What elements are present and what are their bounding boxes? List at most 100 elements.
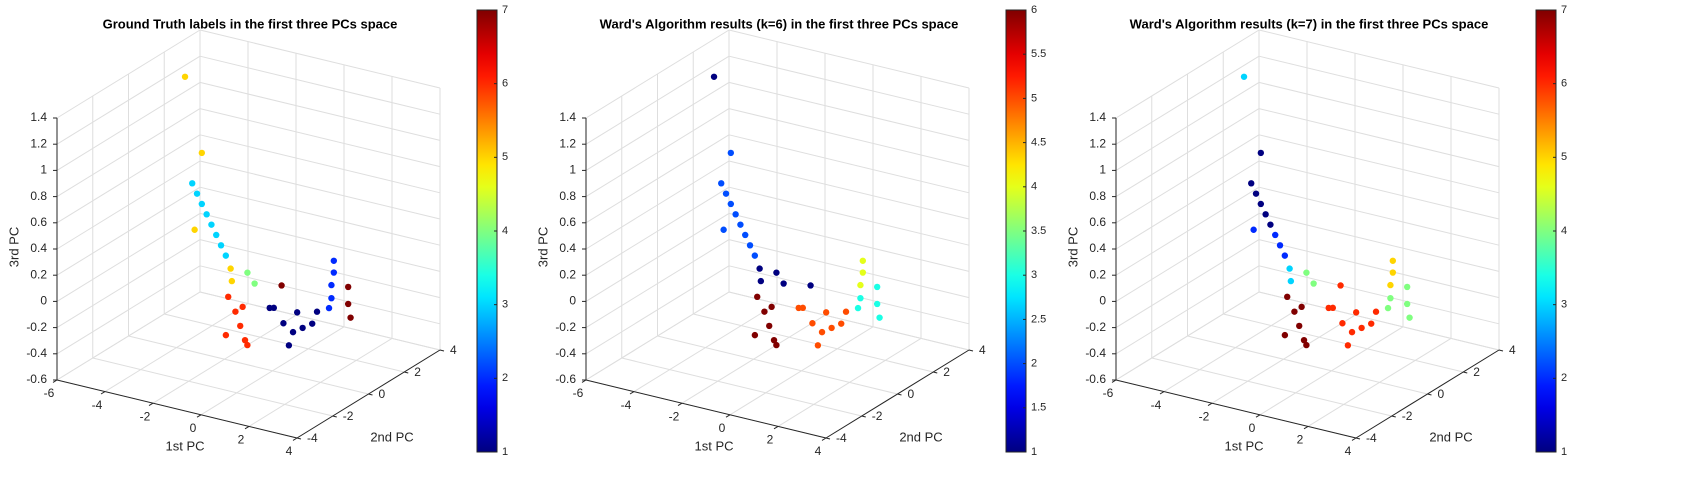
tick-mark (332, 415, 337, 418)
z-tick-label: -0.6 (26, 372, 47, 386)
data-point (1262, 211, 1269, 218)
y-tick-label: 0 (379, 387, 386, 401)
grid-line (728, 134, 970, 194)
x-tick-label: 0 (190, 421, 197, 435)
z-tick-label: -0.2 (26, 320, 47, 334)
data-point (807, 282, 814, 289)
data-point (232, 308, 239, 315)
z-tick-label: 0.8 (559, 189, 576, 203)
grid-line (1258, 134, 1500, 194)
data-point (325, 304, 333, 312)
data-point (1389, 257, 1397, 264)
grid-line (1115, 160, 1260, 250)
data-point (1387, 294, 1394, 302)
z-tick-label: 1.2 (1089, 136, 1106, 150)
data-point (854, 304, 862, 312)
x-axis-label: 1st PC (1224, 438, 1263, 453)
grid-line (56, 134, 201, 224)
grid-line (1115, 239, 1260, 329)
z-tick-label: 0.2 (559, 267, 576, 281)
tick-mark (1303, 425, 1309, 430)
y-tick-label: -4 (1366, 431, 1377, 445)
data-point (1325, 304, 1332, 312)
data-point (1406, 314, 1413, 321)
y-tick-label: 2 (943, 365, 950, 379)
tick-mark (1427, 393, 1432, 396)
data-point (742, 231, 749, 239)
grid-line (1258, 186, 1500, 246)
data-point (773, 269, 780, 276)
data-point (1339, 320, 1346, 327)
data-point (237, 322, 244, 330)
colorbar-tick-label: 3 (502, 299, 508, 311)
data-point (1281, 331, 1289, 339)
grid-line (657, 335, 898, 395)
data-point (217, 242, 225, 249)
z-tick-label: 1 (40, 163, 47, 177)
data-point (330, 269, 338, 276)
data-point (1291, 308, 1298, 315)
data-point (344, 300, 352, 308)
z-axis-label: 3rd PC (535, 227, 550, 267)
data-point (722, 190, 730, 197)
z-tick-label: 1.2 (559, 136, 576, 150)
colorbar-tick-label: 7 (1561, 4, 1567, 16)
x-axis-label: 1st PC (694, 438, 733, 453)
grid-line (1258, 55, 1500, 115)
y-tick-label: -2 (1402, 409, 1413, 423)
data-point (1303, 269, 1310, 276)
grid-line (1258, 29, 1500, 89)
y-tick-label: -2 (872, 409, 883, 423)
data-point (1358, 324, 1365, 332)
x-tick-label: 2 (1297, 433, 1304, 447)
z-tick-label: 0.4 (30, 241, 47, 255)
tick-mark (439, 349, 445, 352)
data-point (1257, 200, 1265, 208)
z-tick-label: -0.4 (555, 346, 576, 360)
data-point (1348, 328, 1356, 336)
x-tick-label: 2 (767, 433, 774, 447)
data-point (857, 281, 864, 289)
y-tick-label: -4 (307, 431, 318, 445)
grid-line (92, 357, 333, 417)
tick-mark (968, 349, 974, 352)
data-point (751, 252, 759, 259)
tick-mark (296, 437, 302, 440)
data-point (818, 328, 826, 336)
tick-mark (825, 437, 831, 440)
data-point (1403, 300, 1411, 308)
data-point (1276, 242, 1284, 249)
z-tick-label: 1.2 (30, 136, 47, 150)
axis-line (56, 379, 298, 439)
data-point (189, 180, 196, 187)
grid-line (1258, 108, 1500, 168)
tick-mark (1351, 437, 1357, 441)
grid-line (1258, 81, 1500, 141)
data-point (768, 303, 775, 311)
z-tick-label: -0.4 (1085, 346, 1106, 360)
grid-line (585, 55, 730, 145)
data-point (239, 303, 246, 311)
grid-line (1258, 160, 1500, 220)
grid-line (585, 291, 730, 381)
colorbar-tick-label: 1.5 (1031, 402, 1046, 414)
y-tick-label: 0 (1438, 387, 1445, 401)
data-point (809, 320, 816, 327)
grid-line (1115, 212, 1260, 302)
x-tick-label: 0 (719, 421, 726, 435)
x-tick-label: -6 (44, 386, 55, 400)
grid-line (728, 265, 970, 325)
data-point (278, 282, 285, 289)
grid-line (199, 160, 441, 220)
tick-mark (404, 371, 409, 374)
x-tick-label: -4 (621, 398, 632, 412)
data-point (757, 277, 765, 285)
data-point (1287, 277, 1295, 285)
colorbar-tick-label: 6 (1031, 4, 1037, 16)
data-point (266, 304, 273, 312)
data-point (1248, 180, 1255, 187)
grid-line (1187, 335, 1428, 395)
z-tick-label: 0.6 (559, 215, 576, 229)
data-point (1337, 282, 1344, 289)
data-point (241, 336, 249, 344)
